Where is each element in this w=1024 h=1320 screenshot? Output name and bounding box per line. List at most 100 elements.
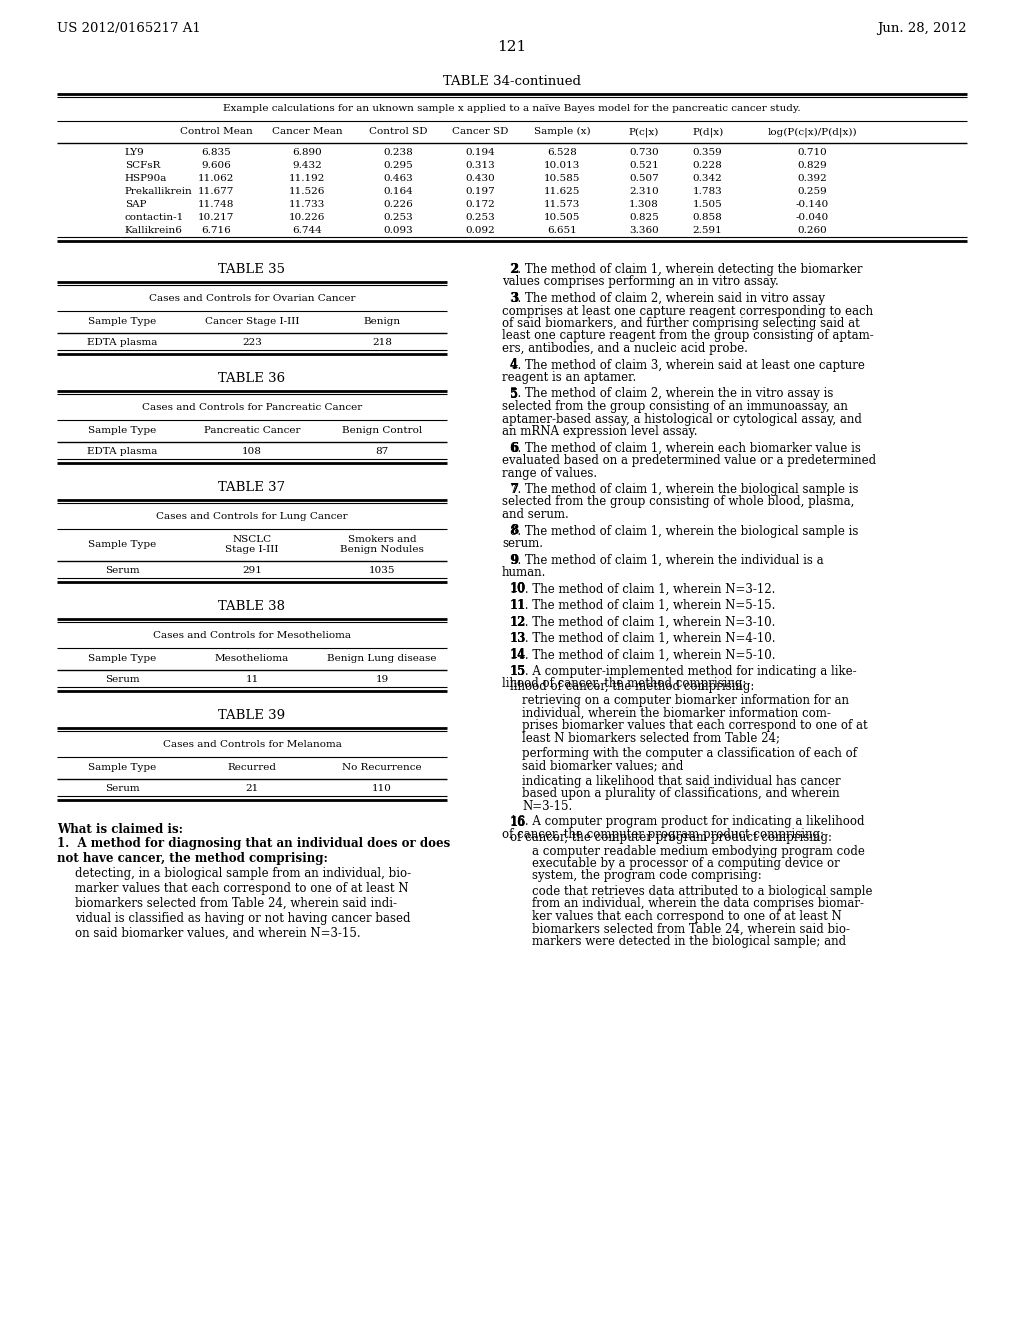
Text: least one capture reagent from the group consisting of aptam-: least one capture reagent from the group… bbox=[502, 330, 873, 342]
Text: Kallikrein6: Kallikrein6 bbox=[125, 226, 182, 235]
Text: 11.526: 11.526 bbox=[289, 187, 326, 195]
Text: 2.591: 2.591 bbox=[693, 226, 723, 235]
Text: 2: 2 bbox=[510, 263, 518, 276]
Text: Cases and Controls for Lung Cancer: Cases and Controls for Lung Cancer bbox=[157, 512, 348, 521]
Text: 0.730: 0.730 bbox=[629, 148, 658, 157]
Text: 16: 16 bbox=[510, 816, 526, 829]
Text: 0.507: 0.507 bbox=[629, 174, 658, 183]
Text: 12: 12 bbox=[510, 615, 526, 628]
Text: code that retrieves data attributed to a biological sample: code that retrieves data attributed to a… bbox=[532, 884, 872, 898]
Text: 0.093: 0.093 bbox=[383, 226, 413, 235]
Text: and serum.: and serum. bbox=[502, 508, 568, 521]
Text: -0.040: -0.040 bbox=[796, 213, 828, 222]
Text: Cancer Mean: Cancer Mean bbox=[272, 127, 343, 136]
Text: 3: 3 bbox=[510, 292, 518, 305]
Text: 6.651: 6.651 bbox=[547, 226, 577, 235]
Text: 121: 121 bbox=[498, 40, 526, 54]
Text: 11: 11 bbox=[246, 675, 259, 684]
Text: 7. The method of claim 1, wherein the biological sample is: 7. The method of claim 1, wherein the bi… bbox=[510, 483, 858, 496]
Text: 0.226: 0.226 bbox=[383, 201, 413, 209]
Text: 110: 110 bbox=[372, 784, 392, 793]
Text: retrieving on a computer biomarker information for an: retrieving on a computer biomarker infor… bbox=[522, 694, 849, 708]
Text: Jun. 28, 2012: Jun. 28, 2012 bbox=[878, 22, 967, 36]
Text: 10.013: 10.013 bbox=[544, 161, 581, 170]
Text: 1035: 1035 bbox=[369, 566, 395, 576]
Text: system, the program code comprising:: system, the program code comprising: bbox=[532, 870, 762, 883]
Text: 16. A computer program product for indicating a likelihood
of cancer, the comput: 16. A computer program product for indic… bbox=[510, 816, 864, 843]
Text: 0.521: 0.521 bbox=[629, 161, 658, 170]
Text: 4: 4 bbox=[510, 359, 518, 371]
Text: a computer readable medium embodying program code: a computer readable medium embodying pro… bbox=[532, 845, 865, 858]
Text: No Recurrence: No Recurrence bbox=[342, 763, 422, 772]
Text: TABLE 39: TABLE 39 bbox=[218, 709, 286, 722]
Text: 15. A computer-implemented method for indicating a like-
lihood of cancer, the m: 15. A computer-implemented method for in… bbox=[510, 665, 857, 693]
Text: 0.858: 0.858 bbox=[693, 213, 723, 222]
Text: Control Mean: Control Mean bbox=[180, 127, 253, 136]
Text: evaluated based on a predetermined value or a predetermined: evaluated based on a predetermined value… bbox=[502, 454, 877, 467]
Text: performing with the computer a classification of each of: performing with the computer a classific… bbox=[522, 747, 857, 760]
Text: 13. The method of claim 1, wherein N=4-10.: 13. The method of claim 1, wherein N=4-1… bbox=[510, 632, 775, 645]
Text: 16: 16 bbox=[510, 816, 526, 829]
Text: human.: human. bbox=[502, 566, 547, 579]
Text: Control SD: Control SD bbox=[369, 127, 427, 136]
Text: 9: 9 bbox=[510, 553, 518, 566]
Text: 13: 13 bbox=[510, 632, 526, 645]
Text: 11.677: 11.677 bbox=[198, 187, 234, 195]
Text: P(d|x): P(d|x) bbox=[692, 127, 723, 137]
Text: EDTA plasma: EDTA plasma bbox=[87, 447, 158, 455]
Text: 87: 87 bbox=[376, 447, 389, 455]
Text: from an individual, wherein the data comprises biomar-: from an individual, wherein the data com… bbox=[532, 898, 864, 911]
Text: 0.392: 0.392 bbox=[798, 174, 827, 183]
Text: Prekallikrein: Prekallikrein bbox=[125, 187, 193, 195]
Text: 0.197: 0.197 bbox=[465, 187, 495, 195]
Text: detecting, in a biological sample from an individual, bio-
marker values that ea: detecting, in a biological sample from a… bbox=[75, 867, 411, 940]
Text: 10: 10 bbox=[510, 582, 526, 595]
Text: P(c|x): P(c|x) bbox=[629, 127, 659, 137]
Text: Cases and Controls for Melanoma: Cases and Controls for Melanoma bbox=[163, 741, 341, 748]
Text: 1.783: 1.783 bbox=[693, 187, 723, 195]
Text: prises biomarker values that each correspond to one of at: prises biomarker values that each corres… bbox=[522, 719, 867, 733]
Text: 9.606: 9.606 bbox=[202, 161, 231, 170]
Text: aptamer-based assay, a histological or cytological assay, and: aptamer-based assay, a histological or c… bbox=[502, 412, 862, 425]
Text: 3.360: 3.360 bbox=[629, 226, 658, 235]
Text: 11.573: 11.573 bbox=[544, 201, 581, 209]
Text: 5. The method of claim 2, wherein the in vitro assay is: 5. The method of claim 2, wherein the in… bbox=[510, 388, 834, 400]
Text: 0.313: 0.313 bbox=[465, 161, 495, 170]
Text: 11.062: 11.062 bbox=[198, 174, 234, 183]
Text: Example calculations for an uknown sample x applied to a naïve Bayes model for t: Example calculations for an uknown sampl… bbox=[223, 104, 801, 114]
Text: 15: 15 bbox=[510, 665, 526, 678]
Text: TABLE 34-continued: TABLE 34-continued bbox=[443, 75, 581, 88]
Text: 12. The method of claim 1, wherein N=3-10.: 12. The method of claim 1, wherein N=3-1… bbox=[510, 615, 775, 628]
Text: serum.: serum. bbox=[502, 537, 543, 550]
Text: 4: 4 bbox=[510, 359, 518, 371]
Text: 0.260: 0.260 bbox=[798, 226, 827, 235]
Text: 9.432: 9.432 bbox=[293, 161, 323, 170]
Text: of cancer, the computer program product comprising:: of cancer, the computer program product … bbox=[502, 828, 824, 841]
Text: Recurred: Recurred bbox=[227, 763, 276, 772]
Text: 14. The method of claim 1, wherein N=5-10.: 14. The method of claim 1, wherein N=5-1… bbox=[510, 648, 775, 661]
Text: values comprises performing an in vitro assay.: values comprises performing an in vitro … bbox=[502, 276, 778, 289]
Text: 6.890: 6.890 bbox=[293, 148, 323, 157]
Text: Stage I-III: Stage I-III bbox=[225, 545, 279, 554]
Text: Mesothelioma: Mesothelioma bbox=[215, 653, 289, 663]
Text: 10.217: 10.217 bbox=[198, 213, 234, 222]
Text: SCFsR: SCFsR bbox=[125, 161, 160, 170]
Text: Cases and Controls for Pancreatic Cancer: Cases and Controls for Pancreatic Cancer bbox=[142, 403, 362, 412]
Text: 6.716: 6.716 bbox=[202, 226, 231, 235]
Text: Benign Nodules: Benign Nodules bbox=[340, 545, 424, 554]
Text: 5: 5 bbox=[510, 388, 518, 400]
Text: 1.  A method for diagnosing that an individual does or does
not have cancer, the: 1. A method for diagnosing that an indiv… bbox=[57, 837, 451, 865]
Text: 6.835: 6.835 bbox=[202, 148, 231, 157]
Text: 12: 12 bbox=[510, 615, 526, 628]
Text: 11: 11 bbox=[510, 599, 526, 612]
Text: 11.733: 11.733 bbox=[289, 201, 326, 209]
Text: 0.342: 0.342 bbox=[693, 174, 723, 183]
Text: 1.505: 1.505 bbox=[693, 201, 723, 209]
Text: LY9: LY9 bbox=[125, 148, 144, 157]
Text: 0.295: 0.295 bbox=[383, 161, 413, 170]
Text: 9: 9 bbox=[510, 553, 518, 566]
Text: indicating a likelihood that said individual has cancer: indicating a likelihood that said indivi… bbox=[522, 775, 841, 788]
Text: contactin-1: contactin-1 bbox=[125, 213, 184, 222]
Text: US 2012/0165217 A1: US 2012/0165217 A1 bbox=[57, 22, 201, 36]
Text: 0.359: 0.359 bbox=[693, 148, 723, 157]
